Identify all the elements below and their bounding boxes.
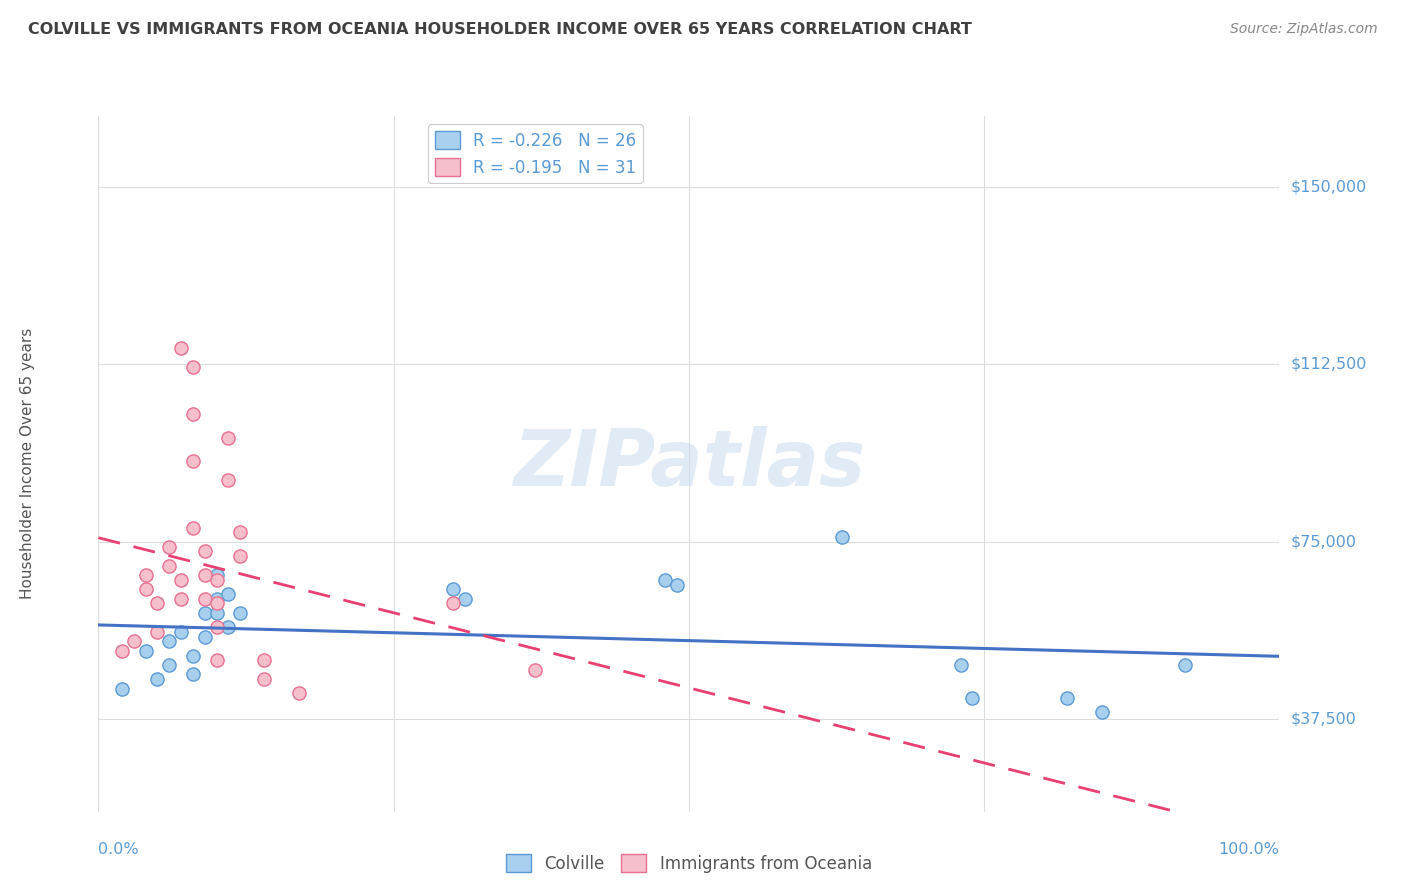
Point — [194, 606, 217, 620]
Point — [181, 648, 204, 663]
Point — [441, 582, 464, 597]
Point — [253, 672, 276, 686]
Point — [181, 359, 204, 374]
Point — [217, 620, 239, 634]
Text: 0.0%: 0.0% — [98, 842, 139, 857]
Text: $75,000: $75,000 — [1291, 534, 1357, 549]
Point — [157, 658, 180, 673]
Point — [949, 658, 972, 673]
Point — [146, 597, 169, 611]
Text: $112,500: $112,500 — [1291, 357, 1367, 372]
Point — [157, 540, 180, 554]
Point — [181, 454, 204, 468]
Point — [157, 558, 180, 573]
Point — [1056, 691, 1078, 706]
Point — [205, 591, 228, 606]
Point — [229, 549, 252, 563]
Point — [205, 597, 228, 611]
Point — [1091, 706, 1114, 720]
Point — [205, 606, 228, 620]
Point — [157, 634, 180, 648]
Point — [181, 667, 204, 681]
Point — [170, 591, 193, 606]
Point — [135, 582, 157, 597]
Point — [217, 431, 239, 445]
Point — [194, 630, 217, 644]
Point — [288, 686, 311, 700]
Point — [654, 573, 676, 587]
Point — [194, 591, 217, 606]
Text: Householder Income Over 65 years: Householder Income Over 65 years — [20, 328, 35, 599]
Point — [453, 591, 475, 606]
Point — [194, 544, 217, 558]
Text: Source: ZipAtlas.com: Source: ZipAtlas.com — [1230, 22, 1378, 37]
Point — [1174, 658, 1197, 673]
Point — [122, 634, 145, 648]
Legend: R = -0.226   N = 26, R = -0.195   N = 31: R = -0.226 N = 26, R = -0.195 N = 31 — [427, 124, 643, 183]
Point — [441, 597, 464, 611]
Point — [135, 644, 157, 658]
Point — [194, 568, 217, 582]
Point — [205, 620, 228, 634]
Point — [229, 606, 252, 620]
Point — [962, 691, 984, 706]
Point — [146, 672, 169, 686]
Point — [170, 624, 193, 639]
Point — [170, 573, 193, 587]
Text: 100.0%: 100.0% — [1219, 842, 1279, 857]
Point — [205, 568, 228, 582]
Point — [205, 653, 228, 667]
Point — [181, 521, 204, 535]
Text: $150,000: $150,000 — [1291, 179, 1367, 194]
Point — [170, 341, 193, 355]
Point — [135, 568, 157, 582]
Point — [831, 530, 853, 544]
Text: COLVILLE VS IMMIGRANTS FROM OCEANIA HOUSEHOLDER INCOME OVER 65 YEARS CORRELATION: COLVILLE VS IMMIGRANTS FROM OCEANIA HOUS… — [28, 22, 972, 37]
Point — [524, 663, 547, 677]
Point — [666, 577, 689, 591]
Point — [253, 653, 276, 667]
Text: $37,500: $37,500 — [1291, 712, 1357, 727]
Point — [181, 407, 204, 421]
Point — [217, 474, 239, 488]
Point — [205, 573, 228, 587]
Text: ZIPatlas: ZIPatlas — [513, 425, 865, 502]
Point — [146, 624, 169, 639]
Point — [229, 525, 252, 540]
Point — [111, 644, 134, 658]
Point — [217, 587, 239, 601]
Legend: Colville, Immigrants from Oceania: Colville, Immigrants from Oceania — [499, 847, 879, 880]
Point — [111, 681, 134, 696]
